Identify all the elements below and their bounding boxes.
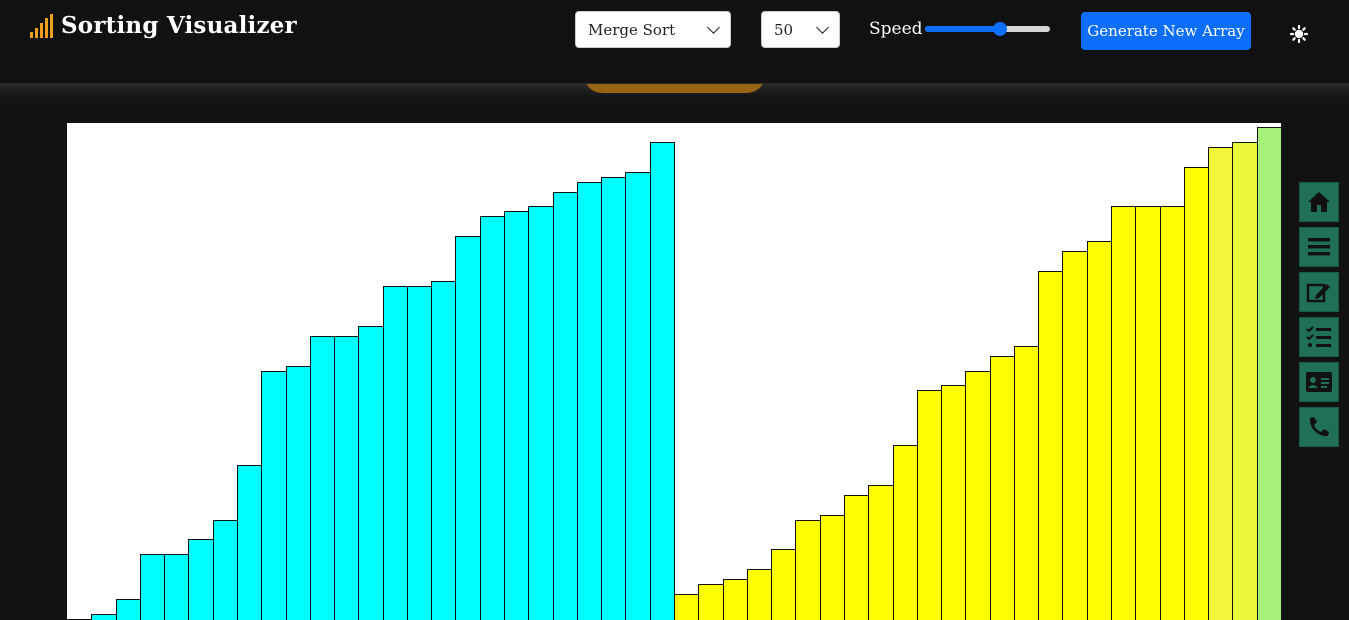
array-bar (1013, 346, 1040, 620)
speed-slider-track[interactable] (925, 26, 1050, 32)
algorithm-select-value: Merge Sort (588, 20, 676, 39)
array-bar (989, 356, 1015, 620)
side-nav-phone[interactable] (1299, 407, 1339, 447)
brand[interactable]: Sorting Visualizer (30, 12, 297, 39)
array-bar (649, 142, 675, 620)
array-bar (285, 366, 311, 620)
array-bar (1062, 251, 1088, 620)
array-bar (406, 286, 433, 620)
array-bar (698, 584, 724, 620)
array-bar (164, 554, 190, 620)
array-bar (868, 485, 894, 620)
array-bar (91, 614, 117, 620)
array-bar (916, 390, 943, 620)
checklist-icon (1306, 326, 1331, 347)
array-bar (1111, 206, 1137, 620)
array-bar (771, 549, 797, 620)
top-navbar: Sorting Visualizer Merge Sort 50 Speed G… (0, 0, 1349, 84)
array-bar (1038, 271, 1064, 620)
array-bar (115, 599, 141, 620)
chevron-down-icon (816, 21, 829, 34)
array-bar (722, 579, 748, 620)
signal-bars-icon (30, 13, 53, 38)
side-nav-edit[interactable] (1299, 272, 1339, 312)
array-bar (795, 520, 821, 620)
array-bar (479, 216, 506, 620)
array-bar (431, 281, 457, 620)
algorithm-select[interactable]: Merge Sort (575, 11, 731, 48)
array-bar (1256, 127, 1281, 620)
array-bar (382, 286, 408, 620)
home-icon (1308, 192, 1330, 212)
array-bar (188, 539, 214, 620)
array-bar (212, 520, 238, 620)
contact-card-icon (1306, 372, 1332, 392)
edit-icon (1306, 283, 1330, 303)
array-bar (746, 569, 773, 620)
generate-new-array-button[interactable]: Generate New Array (1081, 12, 1251, 50)
side-nav-home[interactable] (1299, 182, 1339, 222)
array-bar (1232, 142, 1258, 620)
speed-label: Speed (869, 19, 923, 39)
side-nav-menu[interactable] (1299, 227, 1339, 267)
speed-slider-thumb[interactable] (993, 22, 1007, 36)
array-bar (892, 445, 918, 620)
sun-icon[interactable] (1289, 24, 1309, 44)
array-bar (965, 371, 991, 620)
array-bar (601, 177, 627, 620)
array-bar (334, 336, 360, 620)
side-nav-contact[interactable] (1299, 362, 1339, 402)
side-nav (1299, 182, 1339, 452)
array-bar (1135, 206, 1161, 620)
array-bar (1086, 241, 1113, 620)
bars-canvas (67, 123, 1281, 620)
array-size-select[interactable]: 50 (761, 11, 840, 48)
array-bar (1208, 147, 1234, 620)
array-bar (358, 326, 384, 620)
array-bar (139, 554, 166, 620)
array-size-select-value: 50 (774, 20, 794, 39)
array-bar (843, 495, 870, 620)
array-bar (576, 182, 603, 620)
side-nav-checklist[interactable] (1299, 317, 1339, 357)
menu-icon (1308, 238, 1330, 256)
array-bar (625, 172, 651, 620)
brand-title: Sorting Visualizer (61, 12, 297, 39)
array-bar (236, 465, 263, 620)
array-bar (552, 192, 578, 620)
phone-icon (1309, 417, 1329, 437)
chevron-down-icon (707, 21, 720, 34)
speed-slider-fill (925, 26, 1000, 32)
array-bar (674, 594, 700, 620)
array-bar (528, 206, 554, 620)
array-bar (941, 385, 967, 620)
array-bar (455, 236, 481, 620)
array-bar (819, 515, 845, 620)
array-bar (261, 371, 287, 620)
array-bar (504, 211, 530, 620)
array-bar (309, 336, 336, 620)
array-bar (1183, 167, 1210, 620)
array-bar (1159, 206, 1185, 620)
